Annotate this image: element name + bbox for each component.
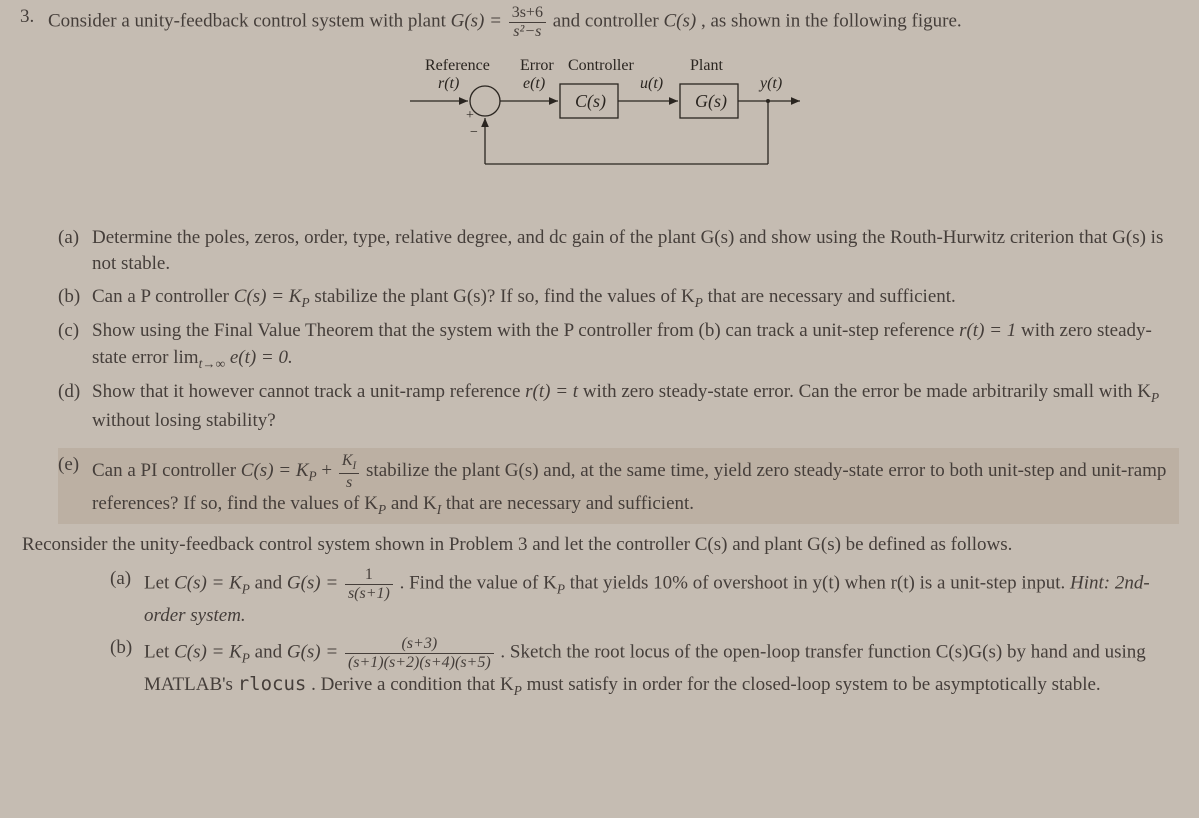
intro-post: , as shown in the following figure. bbox=[701, 10, 962, 31]
c-limit: lim bbox=[173, 347, 198, 368]
e-eq-lhs: C(s) = K bbox=[241, 460, 309, 481]
ref-label: Reference bbox=[425, 57, 490, 74]
error-signal: e(t) bbox=[523, 75, 545, 92]
part-b-text: Can a P controller C(s) = KP stabilize t… bbox=[92, 284, 1179, 312]
c-limsub: t→∞ bbox=[199, 356, 225, 371]
p2a-frac-num: 1 bbox=[345, 566, 393, 585]
part2-b: (b) Let C(s) = KP and G(s) = (s+3) (s+1)… bbox=[110, 635, 1179, 701]
c-eq2: e(t) = 0. bbox=[230, 347, 293, 368]
part-a-text: Determine the poles, zeros, order, type,… bbox=[92, 225, 1179, 278]
p2b-rlocus: rlocus bbox=[238, 673, 307, 695]
p2a-mid: . Find the value of K bbox=[400, 573, 557, 594]
part2-b-label: (b) bbox=[110, 635, 144, 701]
p2a-csub: P bbox=[242, 582, 250, 597]
p2b-csub: P bbox=[242, 651, 250, 666]
p2b-and: and bbox=[255, 642, 287, 663]
d-mid: with zero steady-state error. Can the er… bbox=[583, 381, 1151, 402]
part-c-text: Show using the Final Value Theorem that … bbox=[92, 318, 1179, 373]
p2a-frac-den: s(s+1) bbox=[345, 585, 393, 603]
plant-frac-den: s²−s bbox=[509, 23, 546, 41]
plant-fraction: 3s+6 s²−s bbox=[509, 4, 546, 40]
minus-sign: − bbox=[470, 125, 478, 140]
p2a-pre: Let bbox=[144, 573, 174, 594]
d-pre: Show that it however cannot track a unit… bbox=[92, 381, 525, 402]
e-sub3: I bbox=[437, 502, 441, 517]
ref-signal: r(t) bbox=[438, 75, 459, 92]
p2b-pre: Let bbox=[144, 642, 174, 663]
problem-header: 3. Consider a unity-feedback control sys… bbox=[20, 4, 1179, 40]
part-b-label: (b) bbox=[58, 284, 92, 312]
problem-intro: Consider a unity-feedback control system… bbox=[48, 4, 1179, 40]
p2a-gs: G(s) = bbox=[287, 573, 343, 594]
b-mid: stabilize the plant G(s)? If so, find th… bbox=[314, 286, 694, 307]
b-pre: Can a P controller bbox=[92, 286, 234, 307]
d-sub: P bbox=[1151, 390, 1159, 405]
part-d: (d) Show that it however cannot track a … bbox=[58, 379, 1179, 434]
part-d-label: (d) bbox=[58, 379, 92, 434]
block-diagram: Reference Error Controller Plant r(t) + … bbox=[390, 56, 810, 186]
e-post: that are necessary and sufficient. bbox=[446, 493, 694, 514]
e-fraction: KI s bbox=[339, 452, 359, 491]
intro-pre: Consider a unity-feedback control system… bbox=[48, 10, 451, 31]
u-signal: u(t) bbox=[640, 75, 663, 92]
e-plus: + bbox=[321, 460, 336, 481]
p2a-post: that yields 10% of overshoot in y(t) whe… bbox=[570, 573, 1070, 594]
e-sub1: P bbox=[309, 469, 317, 484]
e-frac-den: s bbox=[339, 474, 359, 492]
d-eq: r(t) = t bbox=[525, 381, 578, 402]
e-and: and K bbox=[391, 493, 437, 514]
part-e-label: (e) bbox=[58, 452, 92, 520]
p2a-sub2: P bbox=[557, 582, 565, 597]
p2a-hint-label: Hint: bbox=[1070, 573, 1110, 594]
b-sub: P bbox=[301, 295, 309, 310]
plant-block: G(s) bbox=[695, 91, 727, 112]
block-diagram-container: Reference Error Controller Plant r(t) + … bbox=[20, 56, 1179, 195]
plant-eq-lhs: G(s) = bbox=[451, 10, 507, 31]
b-sub2: P bbox=[695, 295, 703, 310]
part-a: (a) Determine the poles, zeros, order, t… bbox=[58, 225, 1179, 278]
plus-sign: + bbox=[466, 108, 474, 123]
plant-frac-num: 3s+6 bbox=[509, 4, 546, 23]
part2-b-text: Let C(s) = KP and G(s) = (s+3) (s+1)(s+2… bbox=[144, 635, 1179, 701]
part-c: (c) Show using the Final Value Theorem t… bbox=[58, 318, 1179, 373]
part-e-text: Can a PI controller C(s) = KP + KI s sta… bbox=[92, 452, 1179, 520]
p2a-and: and bbox=[255, 573, 287, 594]
d-post: without losing stability? bbox=[92, 410, 276, 431]
output-signal: y(t) bbox=[758, 75, 782, 92]
p2a-fraction: 1 s(s+1) bbox=[345, 566, 393, 602]
reconsider-text: Reconsider the unity-feedback control sy… bbox=[22, 532, 1179, 559]
part-c-label: (c) bbox=[58, 318, 92, 373]
e-sub2: P bbox=[378, 502, 386, 517]
part2-a: (a) Let C(s) = KP and G(s) = 1 s(s+1) . … bbox=[110, 566, 1179, 629]
p2b-end: must satisfy in order for the closed-loo… bbox=[527, 674, 1101, 695]
p2b-post: . Derive a condition that K bbox=[311, 674, 514, 695]
controller-block: C(s) bbox=[575, 91, 606, 112]
p2b-fraction: (s+3) (s+1)(s+2)(s+4)(s+5) bbox=[345, 635, 494, 671]
intro-mid: and controller bbox=[553, 10, 664, 31]
b-eq: C(s) = K bbox=[234, 286, 302, 307]
p2a-cs: C(s) = K bbox=[174, 573, 242, 594]
b-post: that are necessary and sufficient. bbox=[708, 286, 956, 307]
controller-label: Controller bbox=[568, 57, 634, 74]
p2b-sub2: P bbox=[514, 683, 522, 698]
e-pre: Can a PI controller bbox=[92, 460, 241, 481]
e-frac-num: KI bbox=[339, 452, 359, 474]
part2-a-text: Let C(s) = KP and G(s) = 1 s(s+1) . Find… bbox=[144, 566, 1179, 629]
c-pre: Show using the Final Value Theorem that … bbox=[92, 320, 959, 341]
p2b-frac-num: (s+3) bbox=[345, 635, 494, 654]
error-label: Error bbox=[520, 57, 554, 74]
part-d-text: Show that it however cannot track a unit… bbox=[92, 379, 1179, 434]
part-b: (b) Can a P controller C(s) = KP stabili… bbox=[58, 284, 1179, 312]
p2b-gs: G(s) = bbox=[287, 642, 343, 663]
part-e: (e) Can a PI controller C(s) = KP + KI s… bbox=[58, 448, 1179, 524]
plant-label: Plant bbox=[690, 57, 723, 74]
problem-number: 3. bbox=[20, 4, 48, 40]
p2b-cs: C(s) = K bbox=[174, 642, 242, 663]
controller-sym: C(s) bbox=[664, 10, 697, 31]
p2b-frac-den: (s+1)(s+2)(s+4)(s+5) bbox=[345, 654, 494, 672]
c-eq1: r(t) = 1 bbox=[959, 320, 1016, 341]
part-a-label: (a) bbox=[58, 225, 92, 278]
part2-a-label: (a) bbox=[110, 566, 144, 629]
